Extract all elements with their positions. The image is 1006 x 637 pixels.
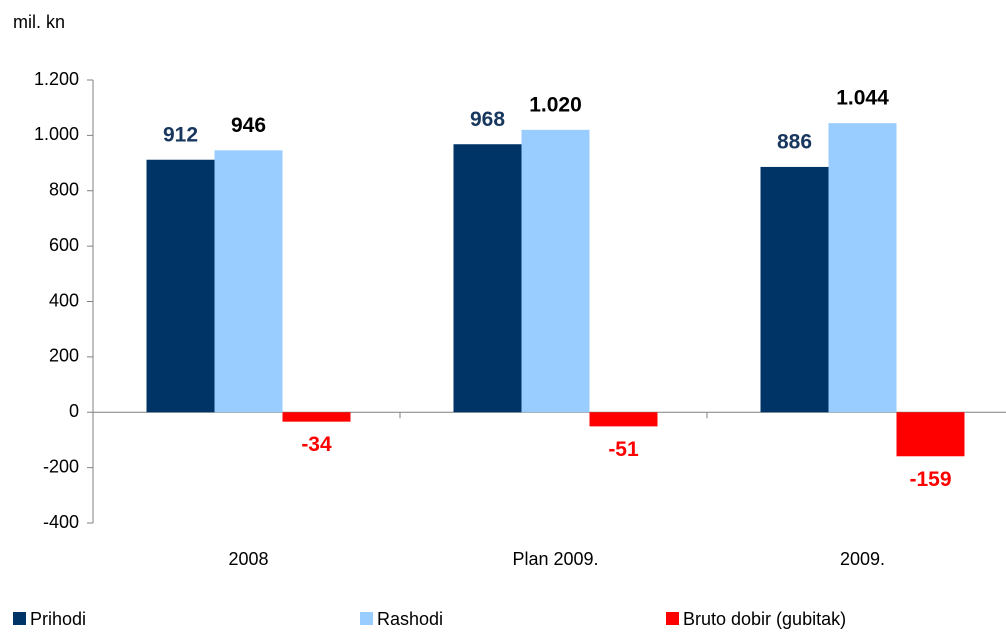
data-label: 912 [163,123,198,146]
unit-label: mil. kn [13,12,65,32]
legend-label: Rashodi [377,609,443,629]
y-tick-label: -200 [43,456,79,476]
bar [521,129,590,413]
bar [453,144,522,413]
data-label: 1.044 [836,87,889,110]
bar [760,166,829,413]
bar [214,150,283,413]
x-tick-label: Plan 2009. [512,549,598,569]
y-tick-label: 200 [49,346,79,366]
bar [146,159,215,413]
legend-label: Prihodi [30,609,86,629]
x-tick-label: 2008 [228,549,268,569]
bar [896,412,965,457]
y-tick-label: 0 [69,401,79,421]
legend-swatch [13,612,26,625]
data-label: 886 [777,130,812,153]
y-tick-label: 600 [49,235,79,255]
legend-swatch [360,612,373,625]
data-label: -159 [909,468,951,491]
y-tick-label: -400 [43,512,79,532]
data-label: -34 [301,433,332,456]
bar [589,412,658,427]
y-tick-label: 400 [49,290,79,310]
data-label: -51 [608,438,639,461]
data-label: 946 [231,114,266,137]
y-tick-label: 800 [49,180,79,200]
data-label: 968 [470,108,505,131]
bar [282,412,351,422]
y-tick-label: 1.000 [34,124,79,144]
y-tick-label: 1.200 [34,69,79,89]
data-label: 1.020 [529,93,582,116]
bar [828,123,897,413]
x-tick-label: 2009. [840,549,885,569]
legend-swatch [666,612,679,625]
legend-label: Bruto dobir (gubitak) [683,609,846,629]
